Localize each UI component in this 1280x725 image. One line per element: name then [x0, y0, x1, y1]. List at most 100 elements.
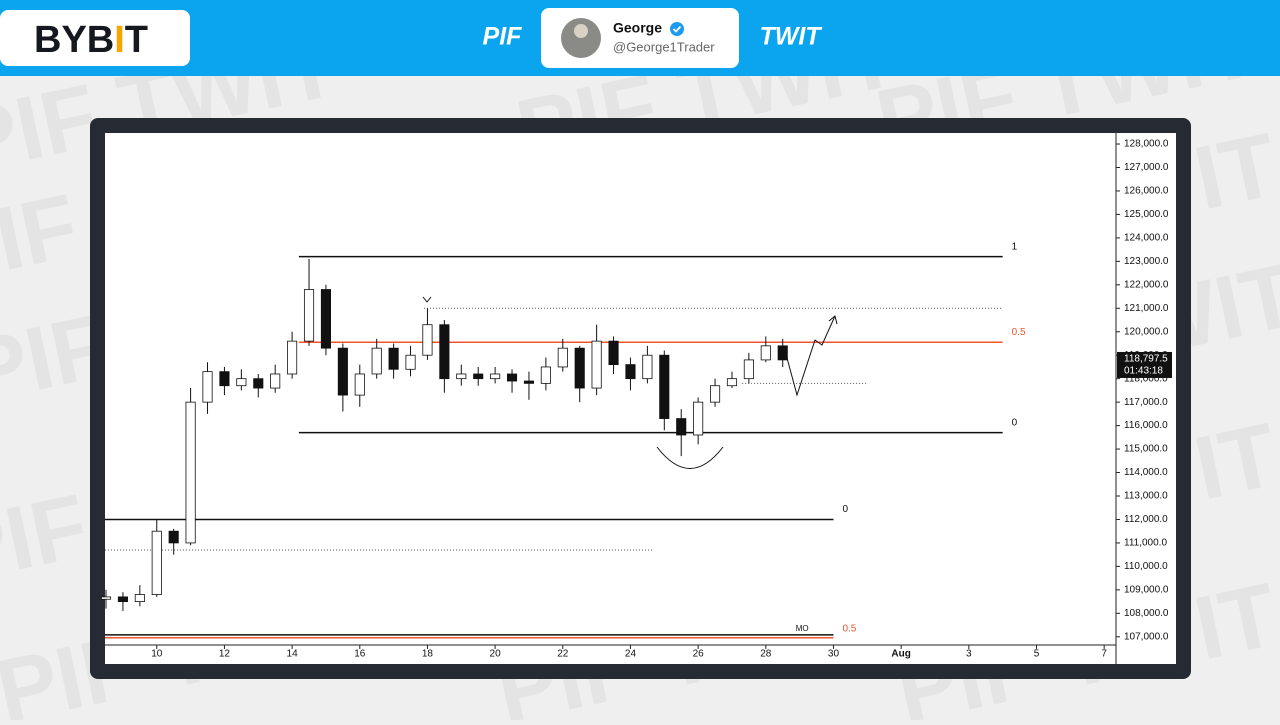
- x-tick-label: Aug: [891, 649, 910, 660]
- tag-left: PIF: [483, 23, 523, 51]
- candle-body: [693, 401, 704, 436]
- y-tick-label: 108,000.0: [1124, 608, 1169, 619]
- annotation: MO: [796, 624, 809, 633]
- candle-body: [506, 373, 518, 382]
- candle-body: [557, 347, 568, 368]
- level-label: 0: [1012, 417, 1018, 428]
- candle-body: [320, 289, 331, 349]
- candle-body: [117, 596, 128, 602]
- verified-check: [672, 25, 682, 33]
- avatar-face: [574, 24, 588, 38]
- y-tick-label: 121,000.0: [1124, 303, 1169, 314]
- x-tick-label: 3: [966, 649, 972, 660]
- candle-body: [405, 354, 416, 370]
- projection-arrowhead: [828, 315, 838, 325]
- y-tick-label: 124,000.0: [1124, 233, 1169, 244]
- candle-body: [236, 378, 247, 387]
- y-tick-label: 117,000.0: [1124, 397, 1168, 408]
- candle-body: [270, 373, 281, 389]
- candle-body: [743, 359, 754, 380]
- verified-badge: [670, 22, 684, 36]
- logo-part: I: [114, 19, 125, 61]
- candle-body: [709, 385, 721, 403]
- candle-body: [337, 347, 348, 396]
- y-tick-label: 127,000.0: [1124, 162, 1169, 173]
- candle-body: [574, 347, 585, 389]
- candle-body: [659, 354, 670, 419]
- candle-body: [388, 347, 399, 370]
- candle-body: [219, 371, 230, 387]
- candle-body: [100, 596, 112, 600]
- candle-body: [523, 380, 535, 384]
- marker: [422, 296, 432, 303]
- y-tick-label: 118,000.0: [1124, 373, 1168, 384]
- candle-body: [642, 354, 653, 380]
- chart-panel: [105, 133, 1176, 664]
- logo: BYBIT: [34, 19, 148, 61]
- y-tick-label: 113,000.0: [1124, 491, 1168, 502]
- candle-body: [490, 373, 501, 380]
- candle-body: [422, 324, 433, 356]
- candle-body: [591, 340, 602, 389]
- logo-box: [0, 10, 190, 66]
- y-tick-label: 111,000.0: [1124, 538, 1167, 549]
- candle-body: [777, 345, 788, 361]
- y-tick-label: 115,000.0: [1124, 444, 1168, 455]
- candle-body: [439, 324, 450, 380]
- projection-path: [786, 315, 836, 397]
- profile-handle: @George1Trader: [613, 39, 715, 54]
- x-tick-label: 14: [287, 649, 299, 660]
- level-label: 0.5: [842, 623, 856, 634]
- level-label: 0: [842, 504, 848, 515]
- y-tick-label: 125,000.0: [1124, 209, 1169, 220]
- plot: 107,000.0 108,000.0 109,000.0 110,000.0 111,…: [100, 139, 1172, 660]
- y-tick-label: 107,000.0: [1124, 631, 1169, 642]
- candle-body: [456, 373, 467, 380]
- candle-body: [760, 345, 771, 361]
- x-tick-label: 22: [557, 649, 569, 660]
- last-price-box: [1117, 351, 1172, 378]
- countdown: 01:43:18: [1124, 366, 1163, 377]
- candle-body: [134, 594, 145, 602]
- y-tick-label: 112,000.0: [1124, 514, 1168, 525]
- x-tick-label: 7: [1101, 649, 1107, 660]
- tag-right: TWIT: [759, 23, 823, 51]
- x-tick-label: 10: [151, 649, 163, 660]
- x-tick-label: 26: [693, 649, 705, 660]
- x-tick-label: 20: [490, 649, 502, 660]
- x-tick-label: 16: [354, 649, 366, 660]
- y-tick-label: 116,000.0: [1124, 420, 1168, 431]
- candle-body: [303, 289, 315, 342]
- candle-body: [540, 366, 551, 384]
- candle-body: [676, 418, 687, 436]
- x-tick-label: 30: [828, 649, 840, 660]
- candle-body: [726, 378, 738, 387]
- candle-body: [625, 364, 636, 380]
- x-tick-label: 28: [760, 649, 772, 660]
- level-label: 0.5: [1012, 327, 1026, 338]
- x-tick-label: 12: [219, 649, 231, 660]
- candle-body: [202, 371, 213, 403]
- x-tick-label: 5: [1034, 649, 1040, 660]
- candle-body: [354, 373, 365, 396]
- logo-part: BYB: [34, 19, 114, 61]
- y-tick-label: 114,000.0: [1124, 467, 1168, 478]
- candle-body: [473, 373, 484, 380]
- logo-part: T: [125, 19, 148, 61]
- y-tick-label: 120,000.0: [1124, 326, 1169, 337]
- candle-body: [287, 340, 298, 375]
- candle-body: [253, 378, 264, 389]
- profile-name: George: [613, 20, 662, 36]
- candle-body: [185, 401, 196, 544]
- y-tick-label: 109,000.0: [1124, 584, 1169, 595]
- candle-body: [151, 530, 162, 595]
- level-label: 1: [1012, 241, 1018, 252]
- x-tick-label: 18: [422, 649, 434, 660]
- y-tick-label: 122,000.0: [1124, 279, 1169, 290]
- y-tick-label: 123,000.0: [1124, 256, 1169, 267]
- y-tick-label: 126,000.0: [1124, 186, 1169, 197]
- candle-body: [168, 530, 179, 544]
- last-price-label: 118,797.5: [1124, 354, 1168, 365]
